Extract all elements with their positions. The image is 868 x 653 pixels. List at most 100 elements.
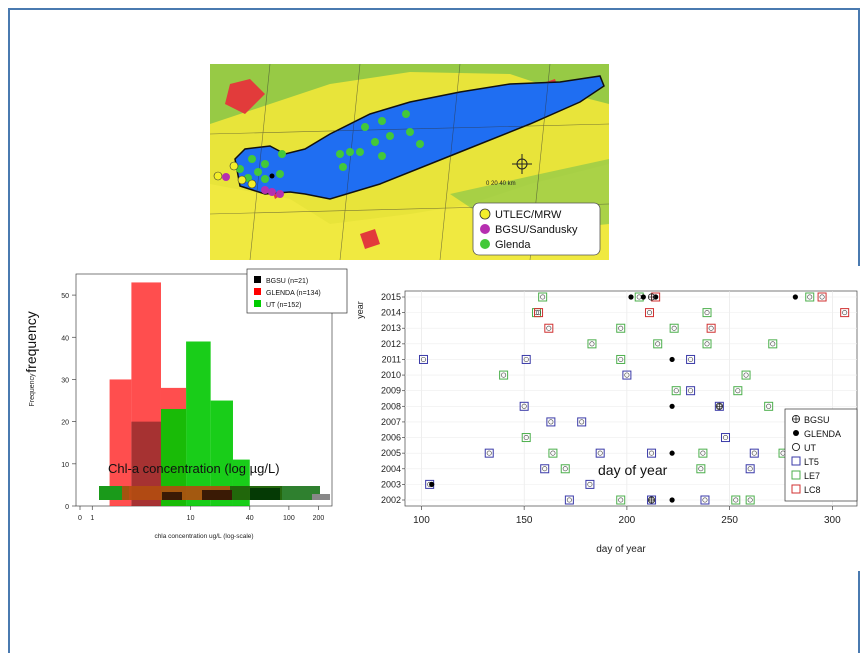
- ut-point: [618, 325, 624, 331]
- x-tick-label: 0: [78, 515, 82, 522]
- lt5-point: [564, 495, 574, 505]
- lt5-point: [745, 464, 755, 474]
- black-site: [269, 173, 275, 179]
- lt5-point: [647, 495, 657, 505]
- lt5-point: [546, 417, 556, 427]
- le7-point: [731, 495, 741, 505]
- legend-lt5-label: LT5: [804, 457, 819, 467]
- legend-bgsu-icon: [791, 414, 801, 424]
- legend-bgsu-label: BGSU: [804, 415, 830, 425]
- lc8-point: [840, 308, 850, 318]
- ut-point: [579, 419, 585, 425]
- ut-point: [743, 372, 749, 378]
- y-tick-label: 2002: [381, 495, 401, 505]
- le7-point: [702, 339, 712, 349]
- ut-point: [673, 388, 679, 394]
- x-tick-label: 150: [516, 515, 533, 526]
- x-tick-label: 40: [246, 515, 254, 522]
- ut-point: [735, 388, 741, 394]
- lc8-point: [544, 323, 554, 333]
- svg-text:BGSU/Sandusky: BGSU/Sandusky: [495, 224, 578, 236]
- le7-point: [768, 339, 778, 349]
- legend-ut-icon: [791, 442, 801, 452]
- le7-point: [548, 448, 558, 458]
- ut-point: [566, 497, 572, 503]
- ut-point: [698, 466, 704, 472]
- ut-point: [649, 450, 655, 456]
- lt5-point: [686, 386, 696, 396]
- urban-area-4: [360, 229, 380, 249]
- histogram-bottom-strip: [99, 486, 330, 500]
- ut-point: [704, 310, 710, 316]
- ut-point: [587, 481, 593, 487]
- le7-point: [538, 292, 548, 302]
- lt5-point: [622, 370, 632, 380]
- map-legend-item-utlec: UTLEC/MRW: [479, 208, 562, 221]
- legend-lc8-label: LC8: [804, 485, 821, 495]
- ut-point: [702, 497, 708, 503]
- ut-point: [770, 341, 776, 347]
- x-tick-label: 10: [187, 515, 195, 522]
- ut-point: [523, 356, 529, 362]
- ut-point: [624, 372, 630, 378]
- y-tick-label: 2003: [381, 479, 401, 489]
- y-tick-label: 2010: [381, 370, 401, 380]
- le7-point: [653, 339, 663, 349]
- ut-point: [420, 356, 426, 362]
- y-tick-label: 30: [61, 377, 69, 384]
- glenda-point: [792, 294, 798, 300]
- utlec-sites: [213, 161, 257, 189]
- lt5-point: [700, 495, 710, 505]
- histogram-bar: [131, 282, 161, 506]
- lt5-point: [521, 354, 531, 364]
- glenda-sites: [236, 110, 424, 183]
- x-tick-label: 300: [824, 515, 841, 526]
- ut-point: [733, 497, 739, 503]
- y-tick-label: 2012: [381, 339, 401, 349]
- y-tick-label: 0: [65, 504, 69, 511]
- legend-glenda-label: GLENDA: [804, 429, 841, 439]
- lt5-point: [585, 479, 595, 489]
- histogram-legend: BGSU (n=21) GLENDA (n=134) UT (n=152): [246, 268, 348, 314]
- lt5-point: [540, 464, 550, 474]
- ut-point: [655, 341, 661, 347]
- ut-point: [542, 466, 548, 472]
- ut-point: [704, 341, 710, 347]
- histogram-bar: [186, 341, 211, 506]
- ut-point: [842, 310, 848, 316]
- ut-point: [688, 356, 694, 362]
- y-tick-label: 20: [61, 420, 69, 427]
- lt5-point: [484, 448, 494, 458]
- lt5-point: [721, 433, 731, 443]
- le7-point: [702, 308, 712, 318]
- ut-point: [546, 325, 552, 331]
- glenda-point: [669, 450, 675, 456]
- lt5-point: [595, 448, 605, 458]
- ut-point: [751, 450, 757, 456]
- glenda-point: [669, 403, 675, 409]
- lt5-point: [714, 401, 724, 411]
- histogram-legend-item-bgsu: BGSU (n=21): [254, 276, 308, 285]
- ut-point: [747, 497, 753, 503]
- lc8-point: [644, 308, 654, 318]
- le7-point: [560, 464, 570, 474]
- svg-text:Glenda: Glenda: [495, 239, 531, 251]
- histogram-legend-item-ut: UT (n=152): [254, 300, 301, 309]
- lc8-point: [534, 308, 544, 318]
- ut-point: [618, 356, 624, 362]
- le7-point: [499, 370, 509, 380]
- north-arrow-icon: [512, 154, 532, 174]
- ut-point: [819, 294, 825, 300]
- lt5-point: [577, 417, 587, 427]
- y-tick-label: 2005: [381, 448, 401, 458]
- le7-point: [741, 370, 751, 380]
- svg-text:BGSU (n=21): BGSU (n=21): [266, 278, 308, 285]
- land-north: [210, 64, 609, 124]
- le7-point: [733, 386, 743, 396]
- x-tick-label: 100: [413, 515, 430, 526]
- x-axis-label: day of year: [596, 544, 646, 555]
- ut-point: [688, 388, 694, 394]
- x-tick-label: 250: [721, 515, 738, 526]
- le7-point: [616, 354, 626, 364]
- scatter-legend: BGSU GLENDA UT LT5 LE7 LC8: [784, 408, 858, 502]
